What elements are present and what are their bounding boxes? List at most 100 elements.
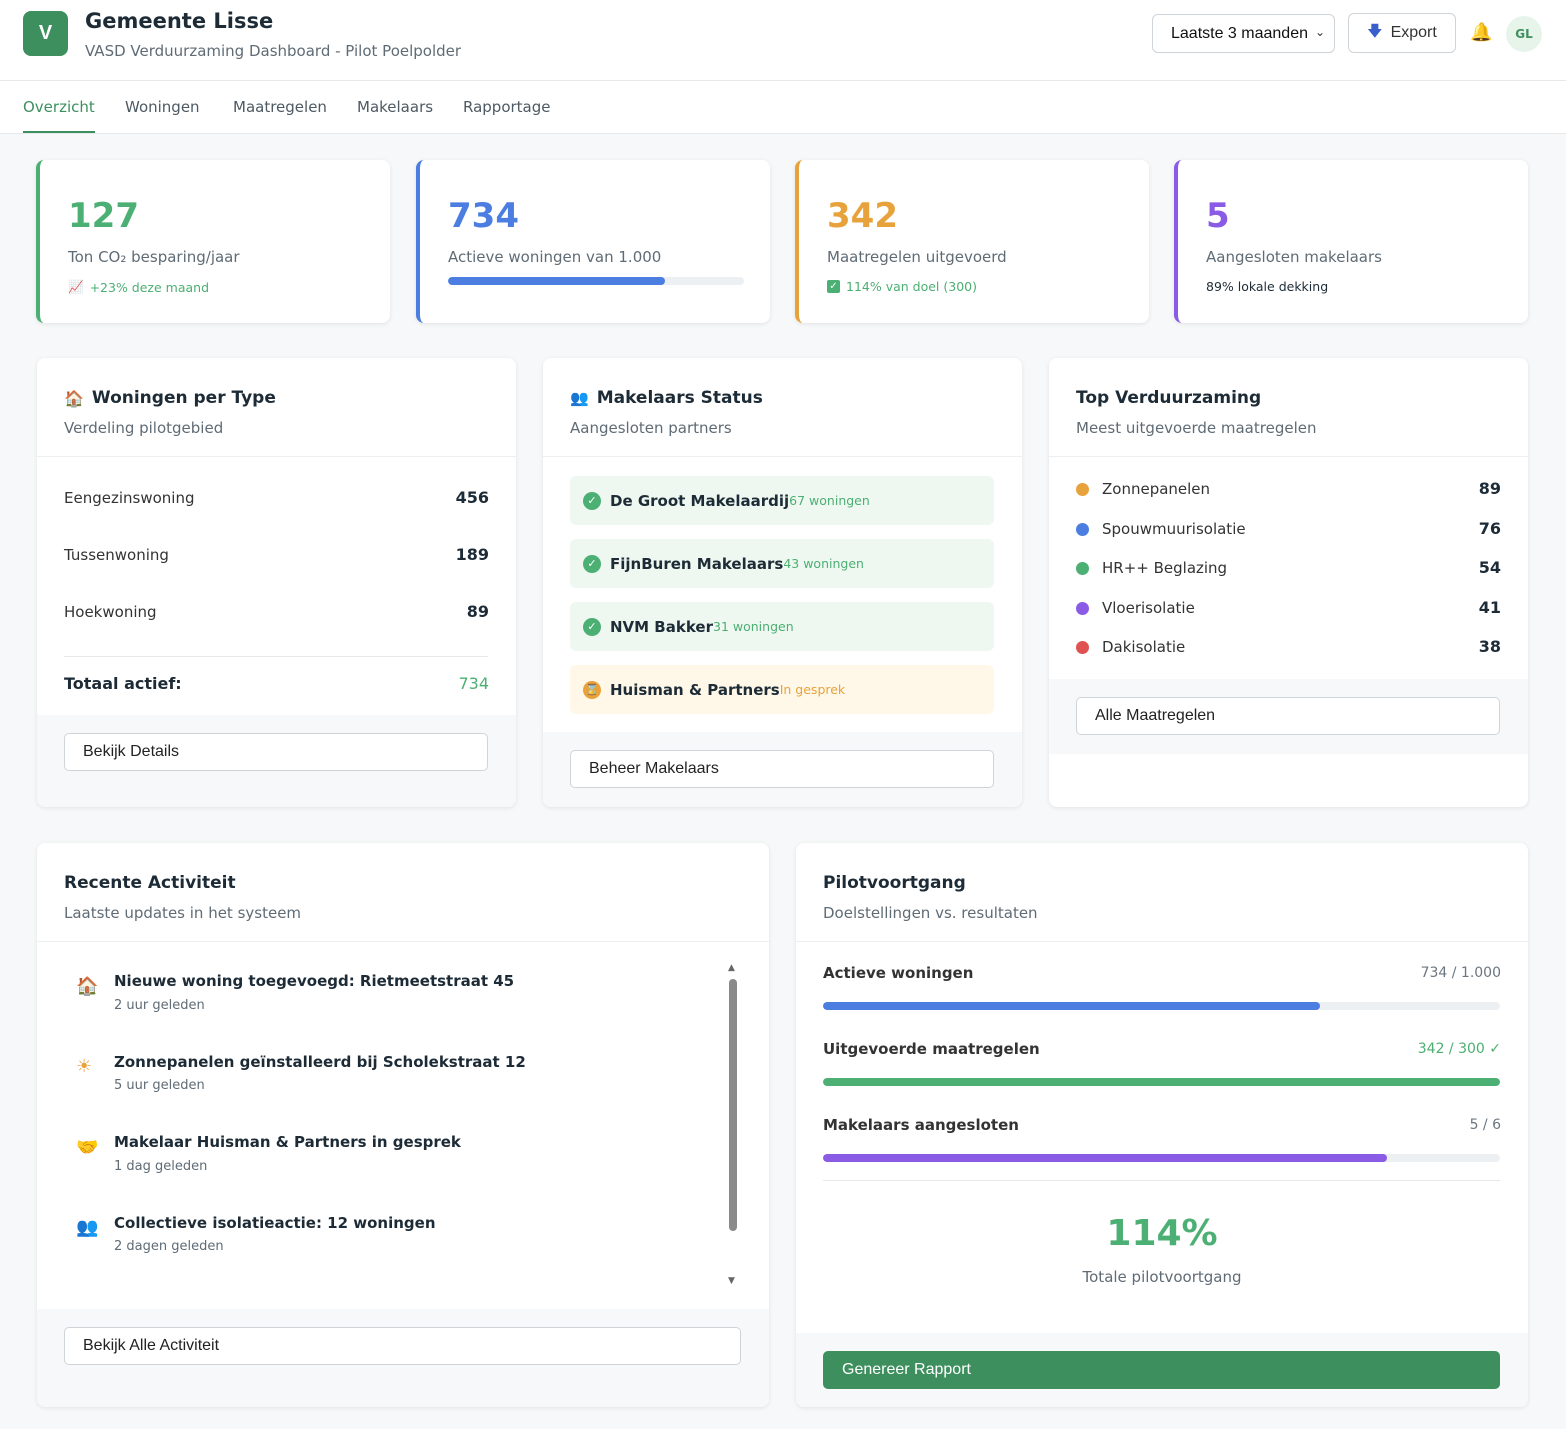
bekijk-details-button[interactable]: Bekijk Details	[64, 733, 488, 771]
tab-woningen[interactable]: Woningen	[125, 98, 200, 116]
legend-dot	[1076, 483, 1089, 496]
panel-subtitle: Laatste updates in het systeem	[64, 904, 302, 922]
measure-label: Vloerisolatie	[1102, 599, 1195, 617]
kpi-meta-text: 114% van doel (300)	[846, 279, 977, 294]
kpi-card-co2: 127 Ton CO₂ besparing/jaar 📈 +23% deze m…	[36, 160, 390, 323]
makelaars-panel: 👥 Makelaars Status Aangesloten partners …	[543, 358, 1022, 807]
top-verduurzaming-panel: Top Verduurzaming Meest uitgevoerde maat…	[1049, 358, 1528, 807]
activity-title: Zonnepanelen geïnstalleerd bij Scholekst…	[114, 1053, 526, 1071]
panel-footer: Bekijk Details	[37, 715, 516, 807]
total-progress-value: 114%	[1106, 1213, 1218, 1254]
period-select-value: Laatste 3 maanden	[1171, 24, 1308, 42]
kpi-label: Aangesloten makelaars	[1206, 248, 1382, 266]
kpi-meta: 📈 +23% deze maand	[68, 279, 209, 295]
broker-item[interactable]: ✓ NVM Bakker 31 woningen	[570, 602, 994, 651]
tab-overzicht[interactable]: Overzicht	[23, 98, 95, 133]
kpi-meta-text: 89% lokale dekking	[1206, 279, 1329, 294]
genereer-rapport-button[interactable]: Genereer Rapport	[823, 1351, 1500, 1389]
progress-label: Actieve woningen	[823, 964, 974, 982]
kpi-card-woningen: 734 Actieve woningen van 1.000	[416, 160, 770, 323]
broker-name: FijnBuren Makelaars	[610, 554, 784, 573]
measure-label: Spouwmuurisolatie	[1102, 520, 1246, 538]
beheer-makelaars-button[interactable]: Beheer Makelaars	[570, 750, 994, 788]
panel-title-text: Makelaars Status	[596, 388, 763, 408]
measure-label: Zonnepanelen	[1102, 480, 1211, 498]
scroll-up-arrow-icon[interactable]: ▲	[728, 963, 735, 973]
panel-title: 👥 Makelaars Status	[570, 388, 763, 408]
measure-label: Dakisolatie	[1102, 638, 1186, 656]
broker-name: NVM Bakker	[610, 617, 713, 636]
measure-count: 54	[1478, 558, 1501, 577]
scrollbar[interactable]: ▲ ▼	[727, 963, 739, 1293]
kpi-progress-bar	[448, 277, 744, 285]
tab-makelaars[interactable]: Makelaars	[357, 98, 434, 116]
kpi-value: 734	[448, 196, 519, 236]
type-count: 89	[466, 602, 489, 621]
panel-subtitle: Verdeling pilotgebied	[64, 419, 224, 437]
panel-header: Pilotvoortgang Doelstellingen vs. result…	[796, 843, 1528, 942]
check-circle-icon: ✓	[583, 617, 601, 636]
scrollbar-thumb[interactable]	[729, 979, 737, 1231]
measure-count: 38	[1478, 637, 1501, 656]
broker-item[interactable]: ⌛ Huisman & Partners In gesprek	[570, 665, 994, 714]
activity-time: 2 dagen geleden	[114, 1239, 224, 1254]
legend-dot	[1076, 641, 1089, 654]
panel-footer: Genereer Rapport	[796, 1333, 1528, 1407]
kpi-meta: ✓ 114% van doel (300)	[827, 279, 977, 294]
kpi-value: 342	[827, 196, 898, 236]
activity-time: 2 uur geleden	[114, 998, 205, 1013]
bekijk-alle-activiteit-button[interactable]: Bekijk Alle Activiteit	[64, 1327, 741, 1365]
pilot-progress-panel: Pilotvoortgang Doelstellingen vs. result…	[796, 843, 1528, 1407]
activity-title: Nieuwe woning toegevoegd: Rietmeetstraat…	[114, 972, 515, 990]
avatar[interactable]: GL	[1506, 16, 1542, 52]
panel-title: Top Verduurzaming	[1076, 388, 1262, 408]
legend-dot	[1076, 523, 1089, 536]
panel-footer: Bekijk Alle Activiteit	[37, 1309, 769, 1407]
divider	[64, 656, 488, 657]
progress-bar	[823, 1078, 1500, 1086]
type-label: Eengezinswoning	[64, 489, 195, 507]
broker-name: Huisman & Partners	[610, 680, 780, 699]
tab-rapportage[interactable]: Rapportage	[463, 98, 551, 116]
broker-item[interactable]: ✓ De Groot Makelaardij 67 woningen	[570, 476, 994, 525]
app-logo[interactable]: V	[23, 11, 68, 56]
people-icon: 👥	[570, 389, 589, 407]
period-select[interactable]: Laatste 3 maanden ⌄	[1152, 14, 1335, 53]
app-title: Gemeente Lisse	[85, 9, 274, 33]
progress-value: 734 / 1.000	[1420, 965, 1501, 981]
kpi-card-maatregelen: 342 Maatregelen uitgevoerd ✓ 114% van do…	[795, 160, 1149, 323]
bell-icon[interactable]: 🔔	[1470, 22, 1493, 43]
alle-maatregelen-button[interactable]: Alle Maatregelen	[1076, 697, 1500, 735]
scroll-down-arrow-icon[interactable]: ▼	[728, 1276, 735, 1286]
type-label: Hoekwoning	[64, 603, 157, 621]
total-progress-label: Totale pilotvoortgang	[1082, 1268, 1242, 1286]
hourglass-icon: ⌛	[583, 680, 601, 699]
progress-bar	[823, 1154, 1500, 1162]
checkbox-icon: ✓	[827, 280, 840, 293]
house-icon: 🏠	[64, 388, 84, 408]
panel-title: Pilotvoortgang	[823, 873, 966, 893]
type-count: 189	[455, 545, 489, 564]
progress-fill	[823, 1002, 1320, 1010]
panel-header: 🏠 Woningen per Type Verdeling pilotgebie…	[37, 358, 516, 457]
chevron-down-icon: ⌄	[1314, 25, 1325, 39]
check-circle-icon: ✓	[583, 554, 601, 573]
measure-count: 89	[1478, 479, 1501, 498]
panel-subtitle: Aangesloten partners	[570, 419, 732, 437]
type-count: 456	[455, 488, 489, 507]
people-icon: 👥	[76, 1217, 99, 1238]
export-button[interactable]: 🡇 Export	[1348, 13, 1456, 53]
tab-maatregelen[interactable]: Maatregelen	[233, 98, 327, 116]
check-circle-icon: ✓	[583, 491, 601, 510]
panel-header: Recente Activiteit Laatste updates in he…	[37, 843, 769, 942]
broker-item[interactable]: ✓ FijnBuren Makelaars 43 woningen	[570, 539, 994, 588]
total-label: Totaal actief:	[64, 674, 182, 693]
broker-note: In gesprek	[779, 682, 846, 697]
progress-bar	[823, 1002, 1500, 1010]
download-icon: 🡇	[1367, 22, 1383, 40]
panel-header: 👥 Makelaars Status Aangesloten partners	[543, 358, 1022, 457]
sun-icon: ☀	[76, 1056, 93, 1077]
panel-subtitle: Meest uitgevoerde maatregelen	[1076, 419, 1317, 437]
panel-footer: Beheer Makelaars	[543, 732, 1022, 807]
kpi-label: Actieve woningen van 1.000	[448, 248, 662, 266]
